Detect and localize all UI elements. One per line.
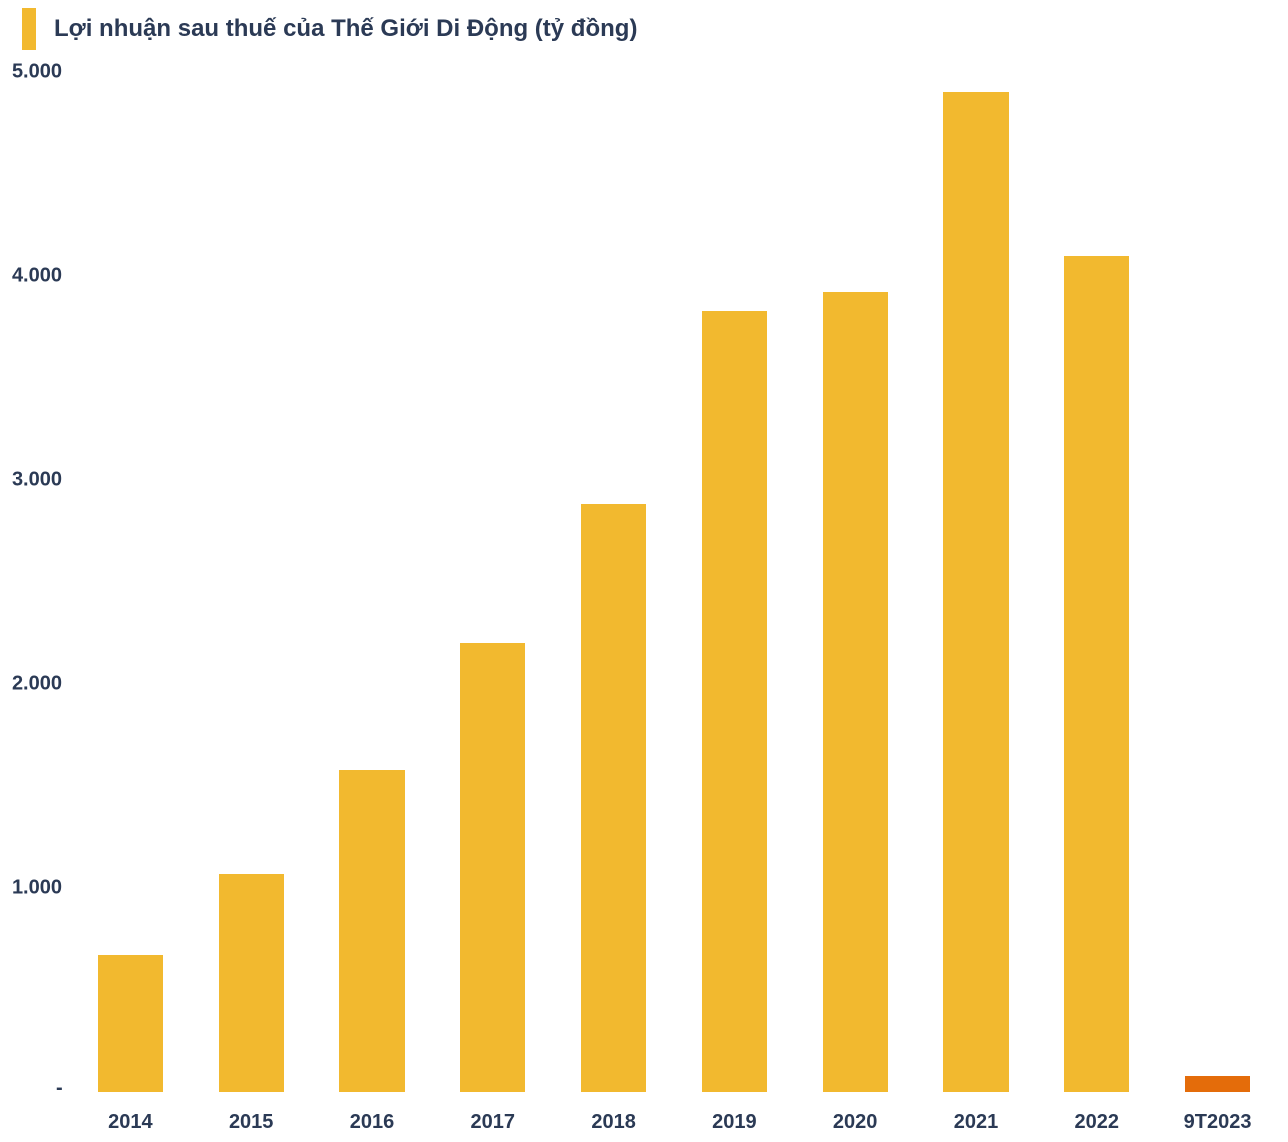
bar-slot xyxy=(553,72,674,1092)
bar-slot xyxy=(795,72,916,1092)
x-tick-label: 2022 xyxy=(1036,1111,1157,1134)
bar xyxy=(1185,1076,1250,1092)
bar-slot xyxy=(191,72,312,1092)
chart-title: Lợi nhuận sau thuế của Thế Giới Di Động … xyxy=(54,15,637,43)
bar xyxy=(1064,256,1129,1092)
x-tick-label: 2021 xyxy=(916,1111,1037,1134)
x-tick-label: 2014 xyxy=(70,1111,191,1134)
bar-slot xyxy=(432,72,553,1092)
bar-slot xyxy=(312,72,433,1092)
bar xyxy=(943,92,1008,1092)
x-tick-label: 9T2023 xyxy=(1157,1111,1278,1134)
x-tick-label: 2020 xyxy=(795,1111,916,1134)
bar xyxy=(219,874,284,1092)
x-tick-label: 2015 xyxy=(191,1111,312,1134)
bar-slot xyxy=(916,72,1037,1092)
x-axis-labels: 2014201520162017201820192020202120229T20… xyxy=(70,1111,1278,1134)
chart-title-row: Lợi nhuận sau thuế của Thế Giới Di Động … xyxy=(22,8,637,50)
bar xyxy=(460,643,525,1092)
x-tick-label: 2016 xyxy=(312,1111,433,1134)
y-tick-label: 3.000 xyxy=(12,469,62,492)
bar xyxy=(702,311,767,1092)
chart-area: 5.000 4.000 3.000 2.000 1.000 - 201420152016… xyxy=(0,62,1288,1142)
y-tick-label: 5.000 xyxy=(12,61,62,84)
bar xyxy=(581,504,646,1092)
x-tick-label: 2018 xyxy=(553,1111,674,1134)
plot-area: - xyxy=(70,72,1278,1092)
chart-container: Lợi nhuận sau thuế của Thế Giới Di Động … xyxy=(0,0,1288,1142)
bars-group xyxy=(70,72,1278,1092)
y-axis: 5.000 4.000 3.000 2.000 1.000 xyxy=(0,62,70,1142)
y-tick-label: 2.000 xyxy=(12,673,62,696)
bar-slot xyxy=(1036,72,1157,1092)
bar xyxy=(339,770,404,1092)
bar xyxy=(823,292,888,1092)
y-tick-label: 4.000 xyxy=(12,265,62,288)
bar-slot xyxy=(70,72,191,1092)
y-tick-label: 1.000 xyxy=(12,877,62,900)
bar xyxy=(98,955,163,1092)
y-baseline-label: - xyxy=(56,1077,63,1100)
x-tick-label: 2017 xyxy=(432,1111,553,1134)
x-tick-label: 2019 xyxy=(674,1111,795,1134)
title-marker-icon xyxy=(22,8,36,50)
bar-slot xyxy=(674,72,795,1092)
bar-slot xyxy=(1157,72,1278,1092)
